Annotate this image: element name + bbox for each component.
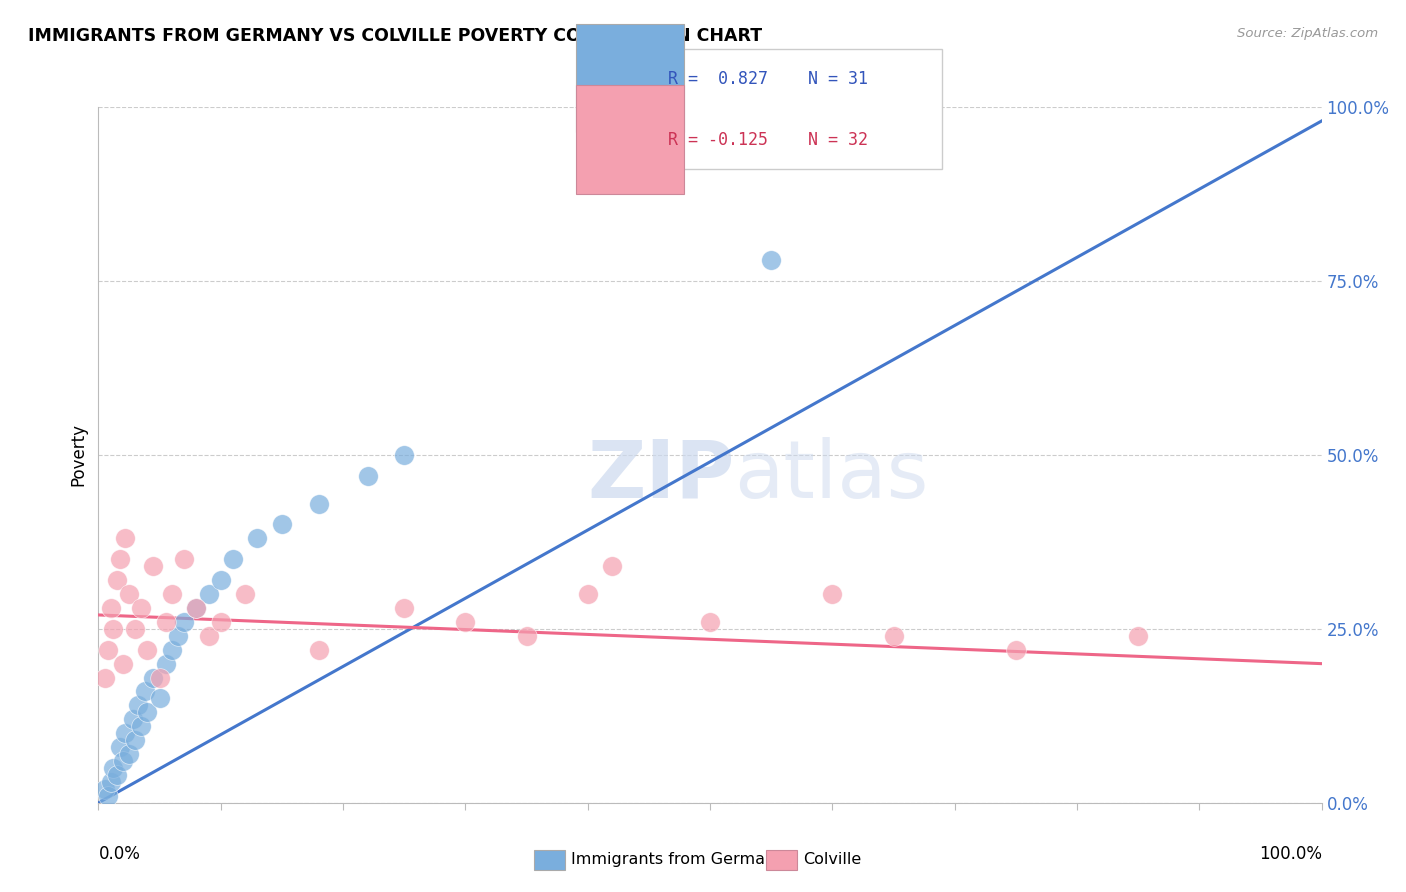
Point [392, 601, 416, 615]
Point [186, 601, 208, 615]
Text: atlas: atlas [734, 437, 929, 515]
Point [114, 532, 136, 546]
Text: Immigrants from Germany: Immigrants from Germany [571, 853, 785, 867]
Point [186, 601, 208, 615]
Point [270, 517, 294, 532]
Point [699, 615, 721, 629]
Point [454, 615, 477, 629]
Point [1128, 629, 1150, 643]
Point [155, 615, 177, 629]
Point [127, 698, 149, 713]
Point [136, 642, 159, 657]
Point [142, 671, 165, 685]
Point [97, 642, 120, 657]
Point [149, 671, 172, 685]
Text: Source: ZipAtlas.com: Source: ZipAtlas.com [1237, 27, 1378, 40]
Point [173, 552, 195, 566]
Point [124, 622, 146, 636]
Text: R =  0.827    N = 31: R = 0.827 N = 31 [668, 70, 868, 87]
Point [111, 754, 134, 768]
Point [121, 712, 143, 726]
Point [246, 532, 269, 546]
Point [105, 573, 128, 587]
Point [111, 657, 134, 671]
Y-axis label: Poverty: Poverty [69, 424, 87, 486]
Point [134, 684, 156, 698]
Point [110, 552, 132, 566]
Point [167, 629, 190, 643]
Point [93, 781, 115, 796]
Point [101, 622, 124, 636]
Point [100, 775, 122, 789]
Point [129, 601, 152, 615]
Point [392, 448, 416, 462]
Point [209, 573, 232, 587]
Point [114, 726, 136, 740]
Point [883, 629, 905, 643]
Point [124, 733, 146, 747]
Point [97, 789, 120, 803]
Point [149, 691, 172, 706]
Point [233, 587, 256, 601]
Point [516, 629, 538, 643]
Point [1004, 642, 1026, 657]
Text: Colville: Colville [803, 853, 860, 867]
Point [142, 559, 165, 574]
Point [173, 615, 195, 629]
Point [160, 587, 183, 601]
Point [308, 642, 330, 657]
Point [118, 587, 141, 601]
Point [155, 657, 177, 671]
Point [222, 552, 245, 566]
Text: ZIP: ZIP [588, 437, 734, 515]
Point [197, 629, 219, 643]
Point [160, 642, 183, 657]
Point [356, 468, 378, 483]
Point [100, 601, 122, 615]
Point [197, 587, 219, 601]
Text: 100.0%: 100.0% [1258, 845, 1322, 863]
Point [600, 559, 623, 574]
Point [209, 615, 232, 629]
Point [129, 719, 152, 733]
Point [136, 706, 159, 720]
Point [105, 768, 128, 782]
Point [821, 587, 844, 601]
Text: 0.0%: 0.0% [98, 845, 141, 863]
Text: R = -0.125    N = 32: R = -0.125 N = 32 [668, 131, 868, 149]
Point [93, 671, 115, 685]
Point [110, 740, 132, 755]
Point [576, 587, 599, 601]
Point [118, 747, 141, 761]
Point [101, 761, 124, 775]
Point [761, 253, 783, 268]
Text: IMMIGRANTS FROM GERMANY VS COLVILLE POVERTY CORRELATION CHART: IMMIGRANTS FROM GERMANY VS COLVILLE POVE… [28, 27, 762, 45]
Point [308, 497, 330, 511]
